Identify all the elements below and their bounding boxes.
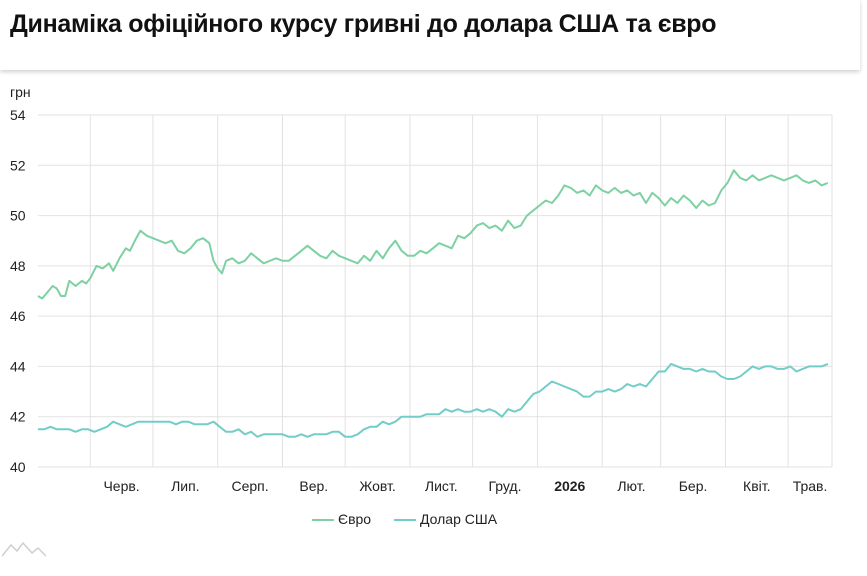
x-tick-label: Вер.: [299, 478, 328, 494]
x-tick-label: Черв.: [103, 478, 139, 494]
chart-header: Динаміка офіційного курсу гривні до дола…: [0, 0, 860, 70]
legend-label: Долар США: [420, 511, 498, 527]
y-tick-label: 54: [10, 107, 26, 123]
series-line-usd: [38, 362, 829, 438]
y-tick-label: 44: [10, 358, 26, 374]
x-tick-label: Лип.: [171, 478, 199, 494]
x-tick-label: Серп.: [232, 478, 269, 494]
y-tick-label: 50: [10, 208, 26, 224]
y-tick-label: 46: [10, 308, 26, 324]
y-axis-label: грн: [10, 84, 31, 100]
legend-item-euro[interactable]: Євро: [312, 511, 371, 527]
x-tick-label: Квіт.: [743, 478, 770, 494]
y-tick-label: 40: [10, 459, 26, 475]
x-tick-label: Трав.: [793, 478, 828, 494]
x-tick-label: Жовт.: [359, 478, 395, 494]
mountain-logo-icon: [2, 541, 46, 557]
y-tick-label: 48: [10, 258, 26, 274]
grid-layer: [38, 114, 833, 468]
series-layer: [37, 169, 829, 438]
y-tick-label: 42: [10, 409, 26, 425]
x-tick-label: Груд.: [488, 478, 521, 494]
series-line-euro: [37, 169, 829, 300]
x-tick-label: Лют.: [617, 478, 645, 494]
legend-label: Євро: [338, 511, 371, 527]
x-axis: Черв. Лип. Серп. Вер. Жовт. Лист. Груд. 2026 Лют…: [103, 478, 827, 494]
x-tick-label: Лист.: [425, 478, 458, 494]
legend[interactable]: Євро Долар США: [312, 511, 498, 527]
chart-title: Динаміка офіційного курсу гривні до дола…: [10, 10, 717, 38]
x-tick-label: Бер.: [679, 478, 708, 494]
x-tick-label: 2026: [554, 478, 585, 494]
exchange-rate-chart: 40 42 44 46 48 50 52 54 грн Черв. Лип. Серп. Вер. Жо…: [10, 84, 833, 527]
legend-item-usd[interactable]: Долар США: [394, 511, 498, 527]
y-tick-label: 52: [10, 157, 26, 173]
y-axis: 40 42 44 46 48 50 52 54 грн: [10, 84, 31, 475]
